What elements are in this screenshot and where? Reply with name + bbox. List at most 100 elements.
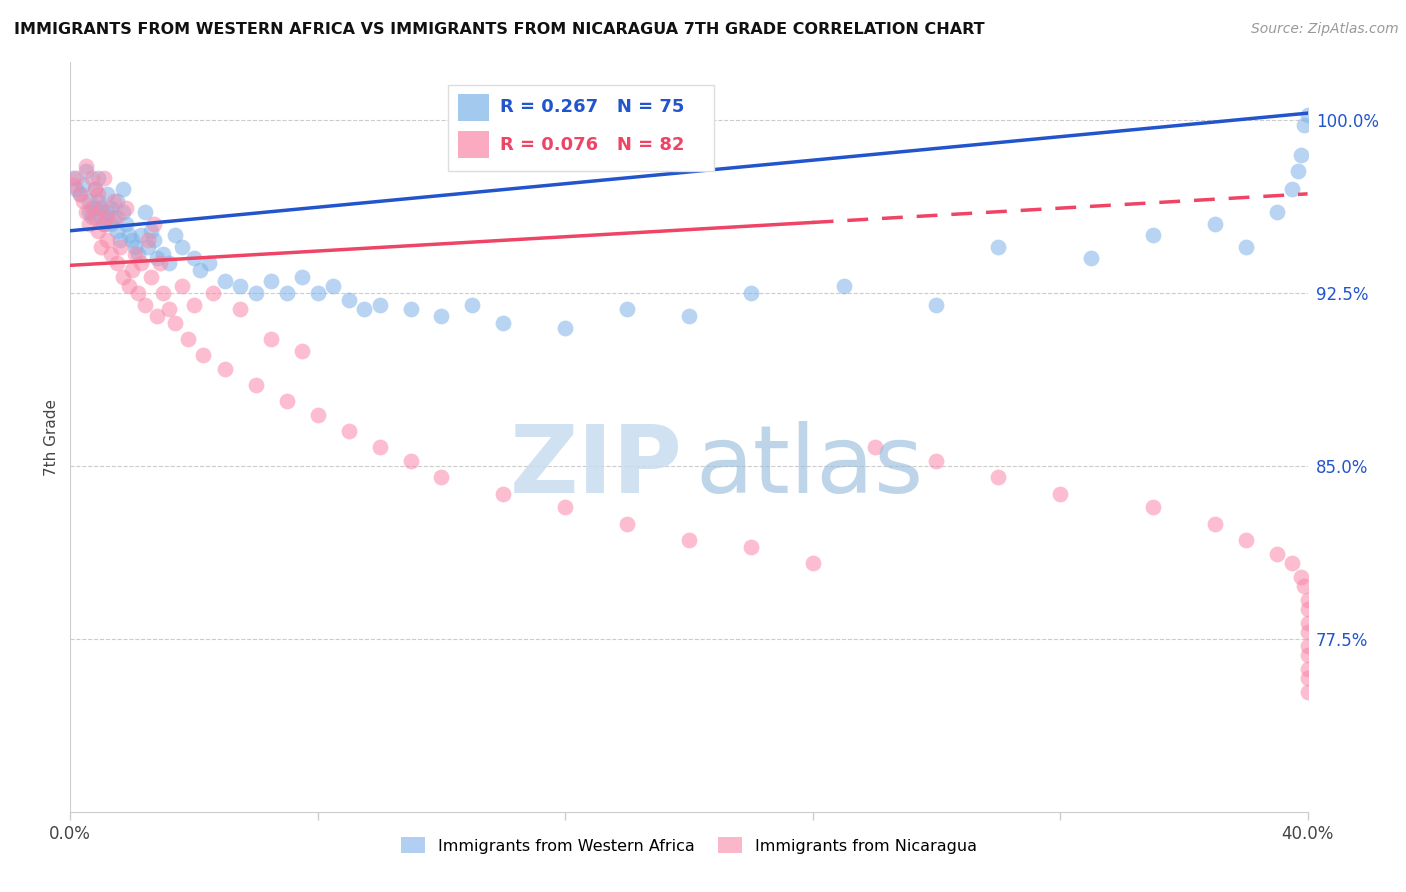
Point	[103, 210, 125, 224]
Point	[399, 454, 422, 468]
Point	[1142, 500, 1164, 515]
Point	[492, 486, 515, 500]
Point	[69, 186, 91, 201]
Text: ZIP: ZIP	[510, 421, 683, 513]
Point	[260, 332, 283, 346]
Point	[121, 263, 143, 277]
Point	[111, 205, 134, 219]
Point	[1296, 108, 1319, 122]
Point	[1142, 228, 1164, 243]
Point	[62, 178, 84, 192]
Point	[93, 217, 115, 231]
Legend: Immigrants from Western Africa, Immigrants from Nicaragua: Immigrants from Western Africa, Immigran…	[395, 830, 983, 860]
Point	[62, 170, 84, 185]
Point	[214, 275, 236, 289]
Point	[115, 201, 138, 215]
Point	[1296, 592, 1319, 607]
Point	[131, 228, 153, 243]
Point	[100, 201, 122, 215]
Point	[616, 516, 638, 531]
Point	[96, 205, 118, 219]
Point	[1296, 615, 1319, 630]
Point	[183, 252, 205, 266]
Point	[139, 224, 162, 238]
Point	[108, 240, 131, 254]
Point	[80, 170, 103, 185]
Point	[152, 285, 174, 300]
Point	[115, 217, 138, 231]
Point	[100, 217, 122, 231]
Text: atlas: atlas	[695, 421, 924, 513]
Point	[1049, 486, 1071, 500]
Point	[124, 247, 146, 261]
Point	[1281, 182, 1303, 196]
Point	[103, 194, 125, 208]
Point	[90, 240, 112, 254]
Point	[276, 285, 298, 300]
Point	[93, 170, 115, 185]
Point	[1294, 118, 1316, 132]
Point	[87, 194, 110, 208]
Point	[987, 240, 1010, 254]
Point	[157, 256, 180, 270]
Point	[1281, 556, 1303, 570]
Point	[177, 332, 200, 346]
Point	[75, 159, 97, 173]
Point	[96, 233, 118, 247]
Point	[142, 233, 165, 247]
Point	[183, 297, 205, 311]
Point	[368, 441, 391, 455]
Bar	[457, 94, 488, 121]
Point	[146, 309, 169, 323]
Point	[131, 256, 153, 270]
Point	[188, 263, 211, 277]
Point	[987, 470, 1010, 484]
Point	[77, 217, 100, 231]
Point	[925, 454, 948, 468]
Point	[142, 217, 165, 231]
Point	[96, 210, 118, 224]
Point	[801, 556, 824, 570]
Point	[740, 540, 762, 554]
Point	[322, 279, 344, 293]
Point	[127, 247, 149, 261]
Point	[165, 316, 187, 330]
Point	[111, 182, 134, 196]
Y-axis label: 7th Grade: 7th Grade	[44, 399, 59, 475]
Point	[214, 362, 236, 376]
Point	[77, 194, 100, 208]
Point	[87, 170, 110, 185]
Point	[1234, 533, 1257, 547]
Point	[96, 186, 118, 201]
Point	[127, 285, 149, 300]
Point	[118, 279, 141, 293]
Point	[93, 217, 115, 231]
Point	[105, 194, 128, 208]
Point	[90, 201, 112, 215]
Point	[105, 256, 128, 270]
Point	[105, 210, 128, 224]
Point	[170, 240, 193, 254]
Point	[492, 316, 515, 330]
Point	[307, 285, 329, 300]
Point	[111, 269, 134, 284]
Point	[193, 348, 215, 362]
Text: Source: ZipAtlas.com: Source: ZipAtlas.com	[1251, 22, 1399, 37]
Point	[118, 228, 141, 243]
Point	[1286, 163, 1309, 178]
Point	[368, 297, 391, 311]
Point	[146, 252, 169, 266]
Point	[1296, 624, 1319, 639]
Point	[1296, 685, 1319, 699]
Point	[84, 182, 107, 196]
Point	[430, 309, 453, 323]
Point	[87, 224, 110, 238]
Point	[1204, 217, 1226, 231]
Point	[1296, 671, 1319, 685]
Point	[554, 320, 576, 334]
Point	[80, 210, 103, 224]
Point	[245, 285, 267, 300]
Point	[1265, 547, 1288, 561]
Text: R = 0.267   N = 75: R = 0.267 N = 75	[499, 98, 683, 116]
Point	[149, 256, 172, 270]
